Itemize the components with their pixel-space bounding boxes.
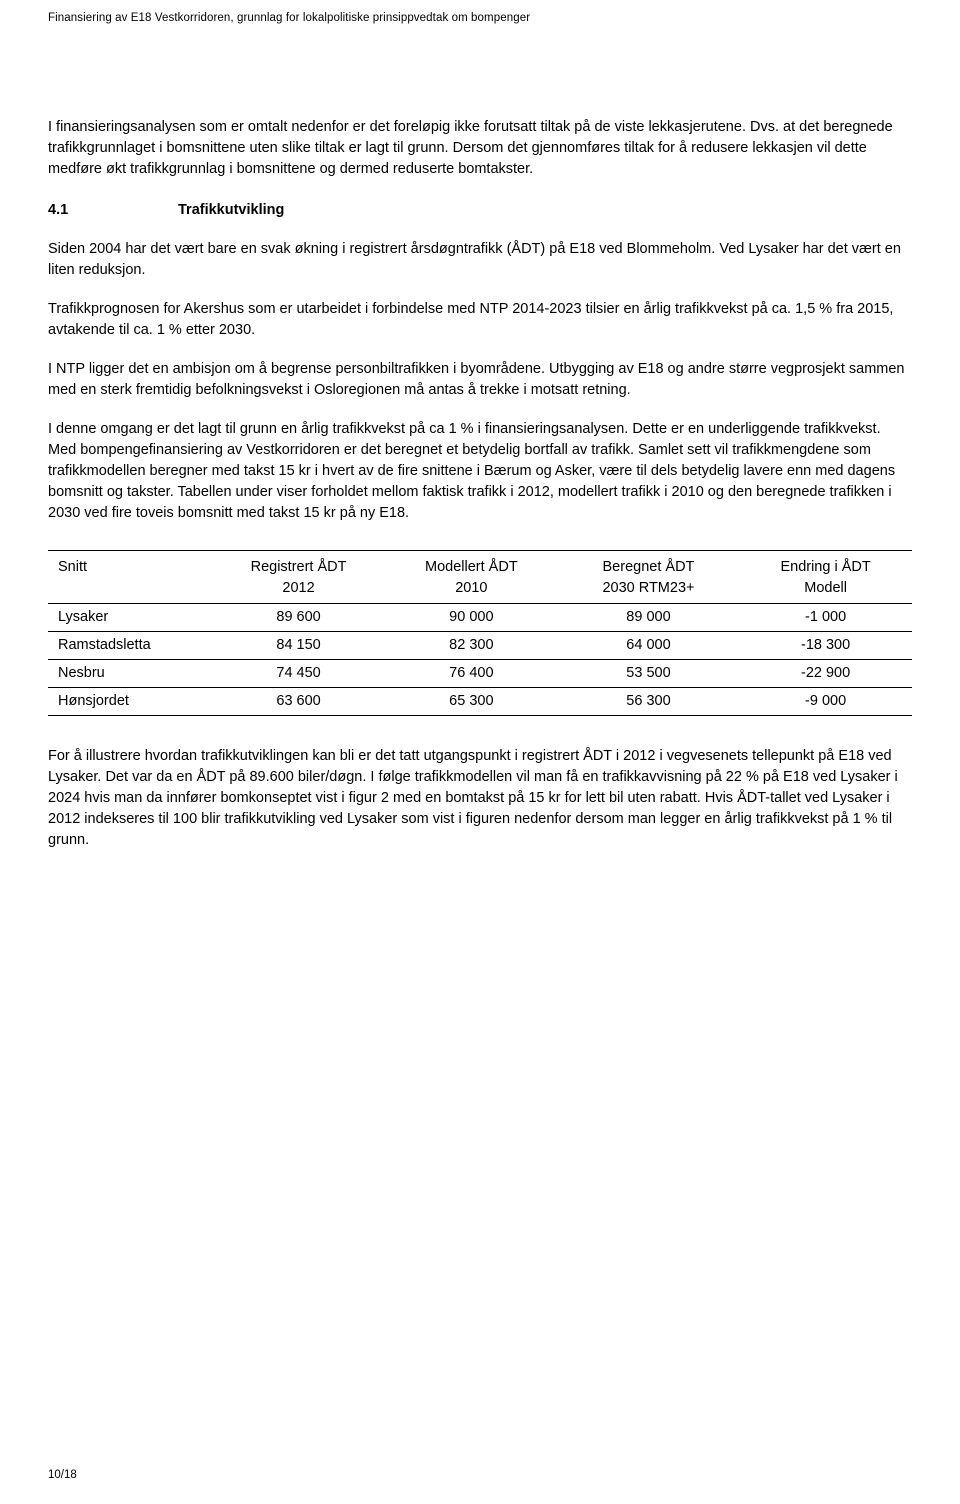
table-cell: 53 500 [558, 659, 739, 687]
table-cell: 90 000 [385, 603, 558, 631]
table-cell: -22 900 [739, 659, 912, 687]
table-cell: 65 300 [385, 687, 558, 715]
table-cell: -18 300 [739, 631, 912, 659]
table-row: Ramstadsletta 84 150 82 300 64 000 -18 3… [48, 631, 912, 659]
table-cell: 89 600 [212, 603, 385, 631]
table-header-cell: 2030 RTM23+ [558, 578, 739, 604]
section-heading: 4.1 Trafikkutvikling [48, 200, 912, 221]
table-cell: Nesbru [48, 659, 212, 687]
table-cell: 63 600 [212, 687, 385, 715]
table-cell: Ramstadsletta [48, 631, 212, 659]
page-number: 10/18 [48, 1467, 77, 1484]
table-cell: -1 000 [739, 603, 912, 631]
section-title: Trafikkutvikling [178, 200, 284, 221]
table-header-cell: Registrert ÅDT [212, 550, 385, 578]
body-paragraph: Siden 2004 har det vært bare en svak økn… [48, 239, 912, 281]
table-cell: 82 300 [385, 631, 558, 659]
body-paragraph: For å illustrere hvordan trafikkutviklin… [48, 746, 912, 851]
body-paragraph: I NTP ligger det en ambisjon om å begren… [48, 359, 912, 401]
table-cell: Hønsjordet [48, 687, 212, 715]
table-row: Hønsjordet 63 600 65 300 56 300 -9 000 [48, 687, 912, 715]
table-cell: 64 000 [558, 631, 739, 659]
table-header-cell: 2010 [385, 578, 558, 604]
table-row: Lysaker 89 600 90 000 89 000 -1 000 [48, 603, 912, 631]
table-cell: 74 450 [212, 659, 385, 687]
document-page: Finansiering av E18 Vestkorridoren, grun… [0, 0, 960, 1504]
table-cell: 84 150 [212, 631, 385, 659]
table-cell: Lysaker [48, 603, 212, 631]
table-row: Nesbru 74 450 76 400 53 500 -22 900 [48, 659, 912, 687]
table-cell: 56 300 [558, 687, 739, 715]
table-header-cell: Endring i ÅDT [739, 550, 912, 578]
body-paragraph: I finansieringsanalysen som er omtalt ne… [48, 117, 912, 180]
table-cell: -9 000 [739, 687, 912, 715]
table-header-cell: Modell [739, 578, 912, 604]
running-header: Finansiering av E18 Vestkorridoren, grun… [48, 10, 912, 27]
traffic-table: Snitt Registrert ÅDT Modellert ÅDT Bereg… [48, 550, 912, 716]
table-header-cell: 2012 [212, 578, 385, 604]
section-number: 4.1 [48, 200, 178, 221]
table-header-cell [48, 578, 212, 604]
table-header-row: 2012 2010 2030 RTM23+ Modell [48, 578, 912, 604]
body-paragraph: Trafikkprognosen for Akershus som er uta… [48, 299, 912, 341]
table-header-row: Snitt Registrert ÅDT Modellert ÅDT Bereg… [48, 550, 912, 578]
table-header-cell: Snitt [48, 550, 212, 578]
body-paragraph: I denne omgang er det lagt til grunn en … [48, 419, 912, 524]
table-header-cell: Modellert ÅDT [385, 550, 558, 578]
table-header-cell: Beregnet ÅDT [558, 550, 739, 578]
table-cell: 76 400 [385, 659, 558, 687]
table-cell: 89 000 [558, 603, 739, 631]
